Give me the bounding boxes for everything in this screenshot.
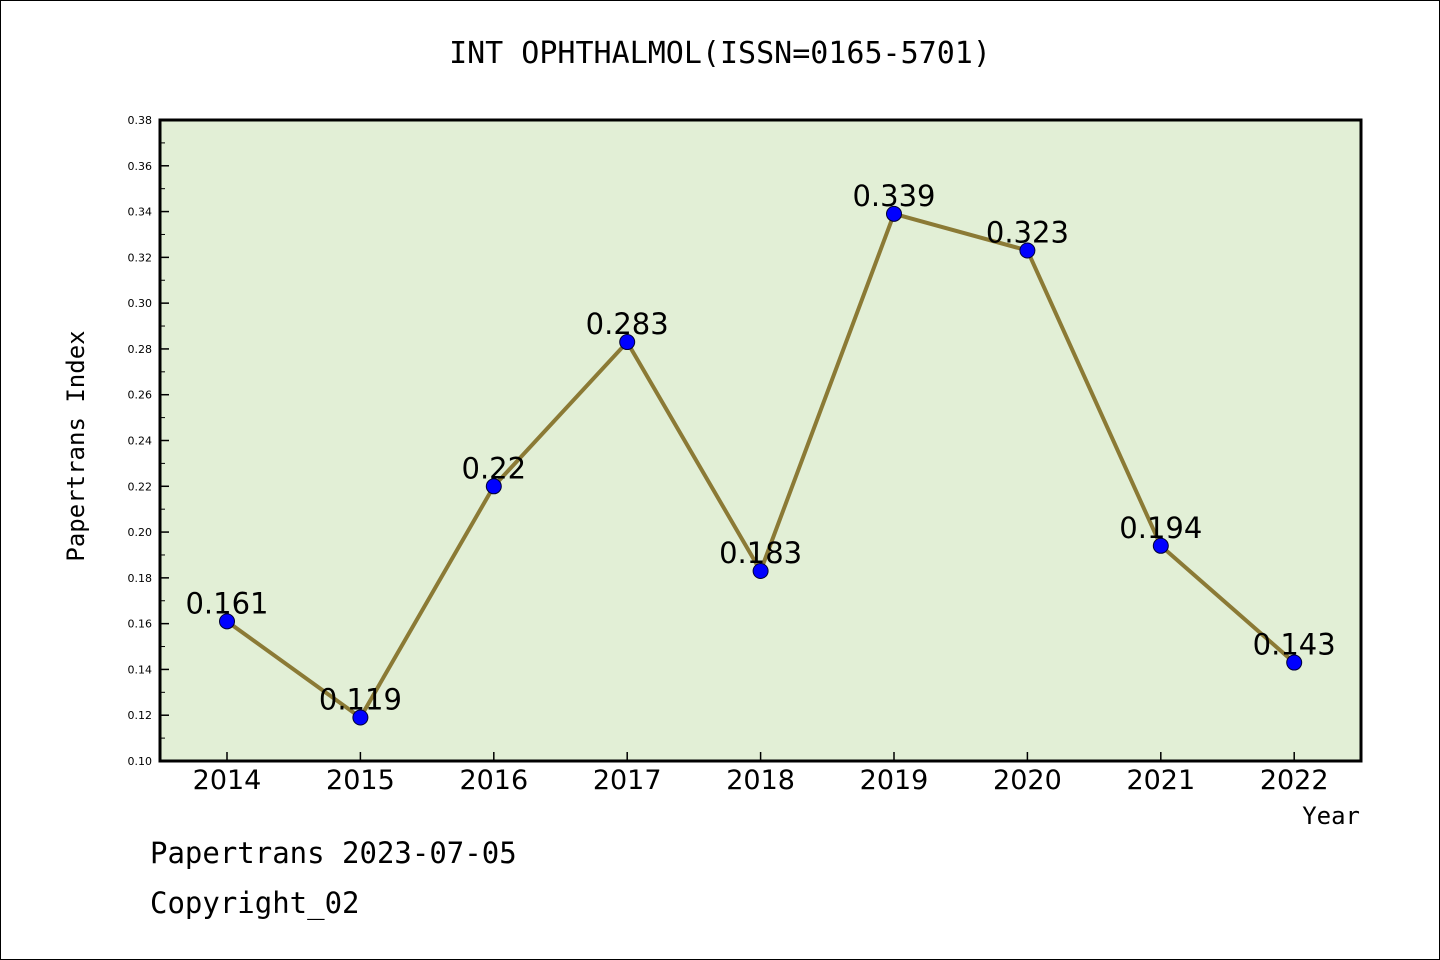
data-label: 0.161 <box>185 586 268 620</box>
data-label: 0.22 <box>462 451 527 485</box>
x-tick-label: 2015 <box>326 765 395 796</box>
y-tick-label: 0.38 <box>128 114 153 127</box>
data-point <box>886 205 902 222</box>
y-tick-label: 0.36 <box>128 160 153 173</box>
data-point <box>219 613 235 630</box>
plot-area <box>158 118 1363 763</box>
data-point <box>352 709 369 726</box>
data-label: 0.283 <box>586 307 669 341</box>
y-tick-label: 0.18 <box>128 572 153 585</box>
y-tick-label: 0.14 <box>128 663 153 676</box>
data-point <box>619 334 636 351</box>
data-point <box>1152 537 1169 554</box>
chart-title: INT OPHTHALMOL(ISSN=0165-5701) <box>449 36 991 71</box>
x-tick-label: 2014 <box>193 765 262 796</box>
y-tick-label: 0.32 <box>128 251 153 264</box>
x-tick-label: 2017 <box>593 765 662 796</box>
y-tick-label: 0.20 <box>128 526 153 539</box>
x-tick-label: 2019 <box>860 765 929 796</box>
y-tick-label: 0.30 <box>128 297 153 310</box>
data-label: 0.119 <box>319 683 402 717</box>
y-axis-ticks: 0.10 0.12 0.14 0.16 0.18 0.20 0.22 0.24 0.26 0.28… <box>128 114 169 768</box>
x-tick-label: 2020 <box>993 765 1062 796</box>
footer-date: Papertrans 2023-07-05 <box>150 836 517 870</box>
data-point <box>1286 654 1303 671</box>
y-tick-label: 0.16 <box>128 618 153 631</box>
x-tick-label: 2016 <box>459 765 528 796</box>
data-label: 0.143 <box>1253 628 1336 662</box>
x-axis-label: Year <box>1302 802 1360 830</box>
x-tick-label: 2018 <box>726 765 795 796</box>
data-label: 0.323 <box>986 215 1069 249</box>
y-tick-label: 0.26 <box>128 389 153 402</box>
y-axis-label: Papertrans Index <box>62 330 90 562</box>
data-point <box>485 478 502 495</box>
data-label: 0.194 <box>1119 511 1202 545</box>
y-tick-label: 0.24 <box>128 435 153 448</box>
data-label: 0.183 <box>719 536 802 570</box>
data-label: 0.339 <box>852 179 935 213</box>
series-group: 0.161 0.119 0.22 0.283 0.183 0.339 0.323 0.194 0… <box>185 179 1336 726</box>
data-point <box>1019 242 1036 259</box>
x-tick-label: 2021 <box>1126 765 1195 796</box>
y-tick-label: 0.34 <box>128 206 153 219</box>
y-tick-label: 0.28 <box>128 343 153 356</box>
y-tick-label: 0.12 <box>128 709 153 722</box>
x-tick-label: 2022 <box>1260 765 1329 796</box>
y-tick-label: 0.10 <box>128 755 153 768</box>
y-tick-label: 0.22 <box>128 480 153 493</box>
data-point <box>752 562 769 579</box>
footer-copyright: Copyright_02 <box>150 886 360 920</box>
x-axis-ticks: 2014 2015 2016 2017 2018 2019 2020 2021 2022 <box>193 752 1329 796</box>
